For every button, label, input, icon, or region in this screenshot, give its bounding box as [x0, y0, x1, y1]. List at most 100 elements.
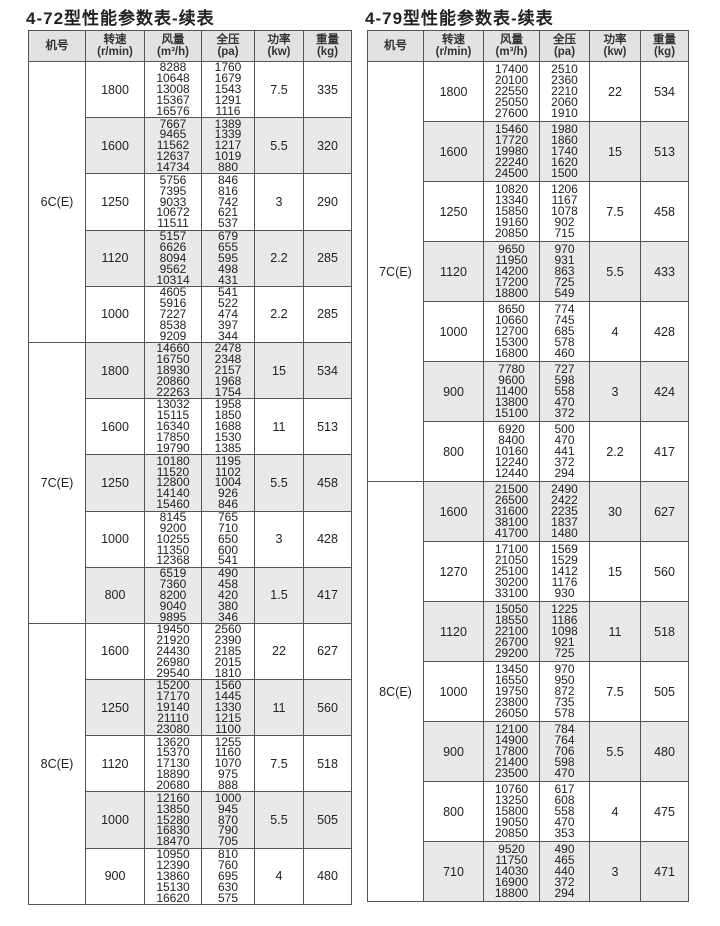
- flow-cell-value: 20850: [494, 825, 529, 840]
- flow-cell-value: 29200: [494, 645, 529, 660]
- pressure-cell-value: 575: [217, 890, 239, 905]
- pressure-cell-value: 970: [554, 242, 575, 257]
- flow-cell-value: 21920: [156, 633, 190, 648]
- flow-cell-value: 10255: [156, 531, 190, 546]
- pressure-cell-value: 710: [217, 520, 239, 535]
- power-cell: 1.5: [254, 566, 304, 624]
- pressure-cell-value: 2210: [551, 84, 578, 99]
- column-header-flow: 风量 (m³/h): [144, 30, 202, 62]
- pressure-cell-value: 1206: [551, 182, 578, 197]
- flow-cell-value: 18800: [494, 885, 529, 900]
- flow-cell-value: 15300: [494, 334, 529, 349]
- pressure-cell-value: 1569: [551, 542, 578, 557]
- pressure-cell: 784 764 706 598 470: [539, 721, 590, 782]
- pressure-cell: 1000 945 870 790 705: [201, 791, 255, 849]
- flow-cell-value: 26050: [494, 705, 529, 720]
- power-cell: 11: [589, 601, 641, 662]
- flow-cell-value: 21050: [494, 553, 529, 568]
- flow-cell-value: 24500: [494, 165, 529, 180]
- table-row: 1000 12160 13850 15280 16830 18470 1000 945 870 7…: [29, 791, 352, 849]
- pressure-cell-value: 1004: [214, 475, 242, 490]
- flow-cell-value: 8650: [498, 302, 525, 317]
- weight-cell: 290: [303, 173, 352, 231]
- pressure-cell-value: 490: [217, 566, 239, 581]
- flow-cell-value: 23080: [156, 722, 190, 737]
- pressure-cell-value: 931: [554, 253, 575, 268]
- header-label: 机号: [384, 40, 407, 52]
- flow-cell-value: 11400: [495, 384, 528, 399]
- column-header-flow: 风量 (m³/h): [483, 30, 540, 62]
- model-cell: 7C(E): [28, 341, 86, 624]
- pressure-cell: 1560 1445 1330 1215 1100: [201, 679, 255, 737]
- flow-cell-value: 13250: [494, 793, 529, 808]
- power-cell: 5.5: [254, 117, 304, 175]
- flow-cell-value: 5916: [159, 295, 187, 310]
- pressure-cell-value: 522: [217, 295, 239, 310]
- weight-cell: 417: [303, 566, 352, 624]
- flow-cell: 6519 7360 8200 9040 9895: [144, 566, 202, 624]
- header-label: 全压: [553, 34, 576, 46]
- flow-cell-value: 17200: [494, 274, 529, 289]
- pressure-cell: 1255 1160 1070 975 888: [201, 735, 255, 793]
- table-4-79-block: 4-79型性能参数表-续表 机号 转速 (r/min) 风量 (m³/h) 全压 (pa) 功…: [365, 8, 689, 902]
- header-label: 全压: [216, 34, 240, 46]
- flow-cell-value: 19050: [494, 814, 529, 829]
- pressure-cell-value: 1330: [214, 700, 242, 715]
- speed-cell: 1600: [85, 622, 145, 681]
- pressure-cell-value: 1754: [214, 384, 242, 399]
- flow-cell-value: 41700: [494, 525, 529, 540]
- pressure-cell-value: 1688: [214, 419, 242, 434]
- flow-cell: 4605 5916 7227 8538 9209: [144, 285, 202, 343]
- table-row: 8C(E) 1600 21500 26500 31600 38100 41700 2490 24…: [367, 481, 689, 902]
- column-header-power: 功率 (kw): [254, 30, 304, 62]
- weight-cell: 458: [640, 181, 689, 242]
- pressure-cell-value: 1837: [551, 514, 578, 529]
- pressure-cell-value: 921: [554, 634, 575, 649]
- model-cell: 7C(E): [367, 61, 424, 482]
- pressure-cell-value: 765: [217, 509, 239, 524]
- flow-cell-value: 12700: [494, 324, 529, 339]
- pressure-cell-value: 846: [217, 172, 239, 187]
- flow-cell-value: 27600: [494, 105, 529, 120]
- flow-cell-value: 15200: [156, 678, 190, 693]
- flow-cell-value: 9520: [498, 842, 525, 857]
- pressure-cell-value: 1480: [551, 525, 578, 540]
- pressure-cell-value: 630: [217, 879, 239, 894]
- pressure-cell: 679 655 595 498 431: [201, 229, 255, 287]
- flow-cell-value: 4605: [159, 285, 187, 300]
- flow-cell-value: 16900: [494, 874, 529, 889]
- flow-cell-value: 19450: [156, 622, 190, 637]
- table-row: 1250 5756 7395 9033 10672 11511 846 816 742 621 53…: [29, 172, 352, 231]
- pressure-cell-value: 1810: [214, 665, 242, 680]
- pressure-cell-value: 2185: [214, 644, 242, 659]
- flow-cell-value: 17800: [494, 744, 529, 759]
- flow-cell-value: 8145: [159, 509, 187, 524]
- header-unit: (kw): [603, 46, 627, 58]
- flow-cell-value: 14030: [494, 864, 529, 879]
- table-row: 1270 17100 21050 25100 30200 33100 1569 1529 141…: [368, 541, 689, 602]
- flow-cell-value: 17400: [494, 62, 529, 77]
- power-cell: 11: [254, 679, 304, 737]
- flow-cell: 10760 13250 15800 19050 20850: [483, 781, 540, 842]
- pressure-cell: 1195 1102 1004 926 846: [201, 453, 255, 512]
- flow-cell-value: 14200: [494, 264, 529, 279]
- flow-cell-value: 9033: [159, 194, 187, 209]
- speed-cell: 1270: [423, 541, 484, 602]
- weight-cell: 433: [640, 241, 689, 302]
- pressure-cell: 774 745 685 578 460: [539, 301, 590, 362]
- speed-cell: 1250: [85, 679, 145, 737]
- pressure-cell-value: 1195: [215, 453, 241, 468]
- flow-cell-value: 29540: [156, 665, 190, 680]
- flow-cell-value: 15050: [494, 602, 529, 617]
- pressure-cell-value: 810: [217, 846, 239, 861]
- pressure-cell-value: 465: [554, 853, 575, 868]
- header-unit: (m³/h): [495, 46, 528, 58]
- flow-cell-value: 18470: [156, 834, 190, 849]
- flow-cell-value: 11520: [156, 464, 190, 479]
- flow-cell-value: 13032: [156, 397, 190, 412]
- pressure-cell-value: 294: [554, 465, 575, 480]
- model-cell: 6C(E): [28, 61, 86, 343]
- flow-cell-value: 24430: [156, 644, 190, 659]
- header-label: 功率: [267, 34, 291, 46]
- flow-cell-value: 25050: [494, 94, 529, 109]
